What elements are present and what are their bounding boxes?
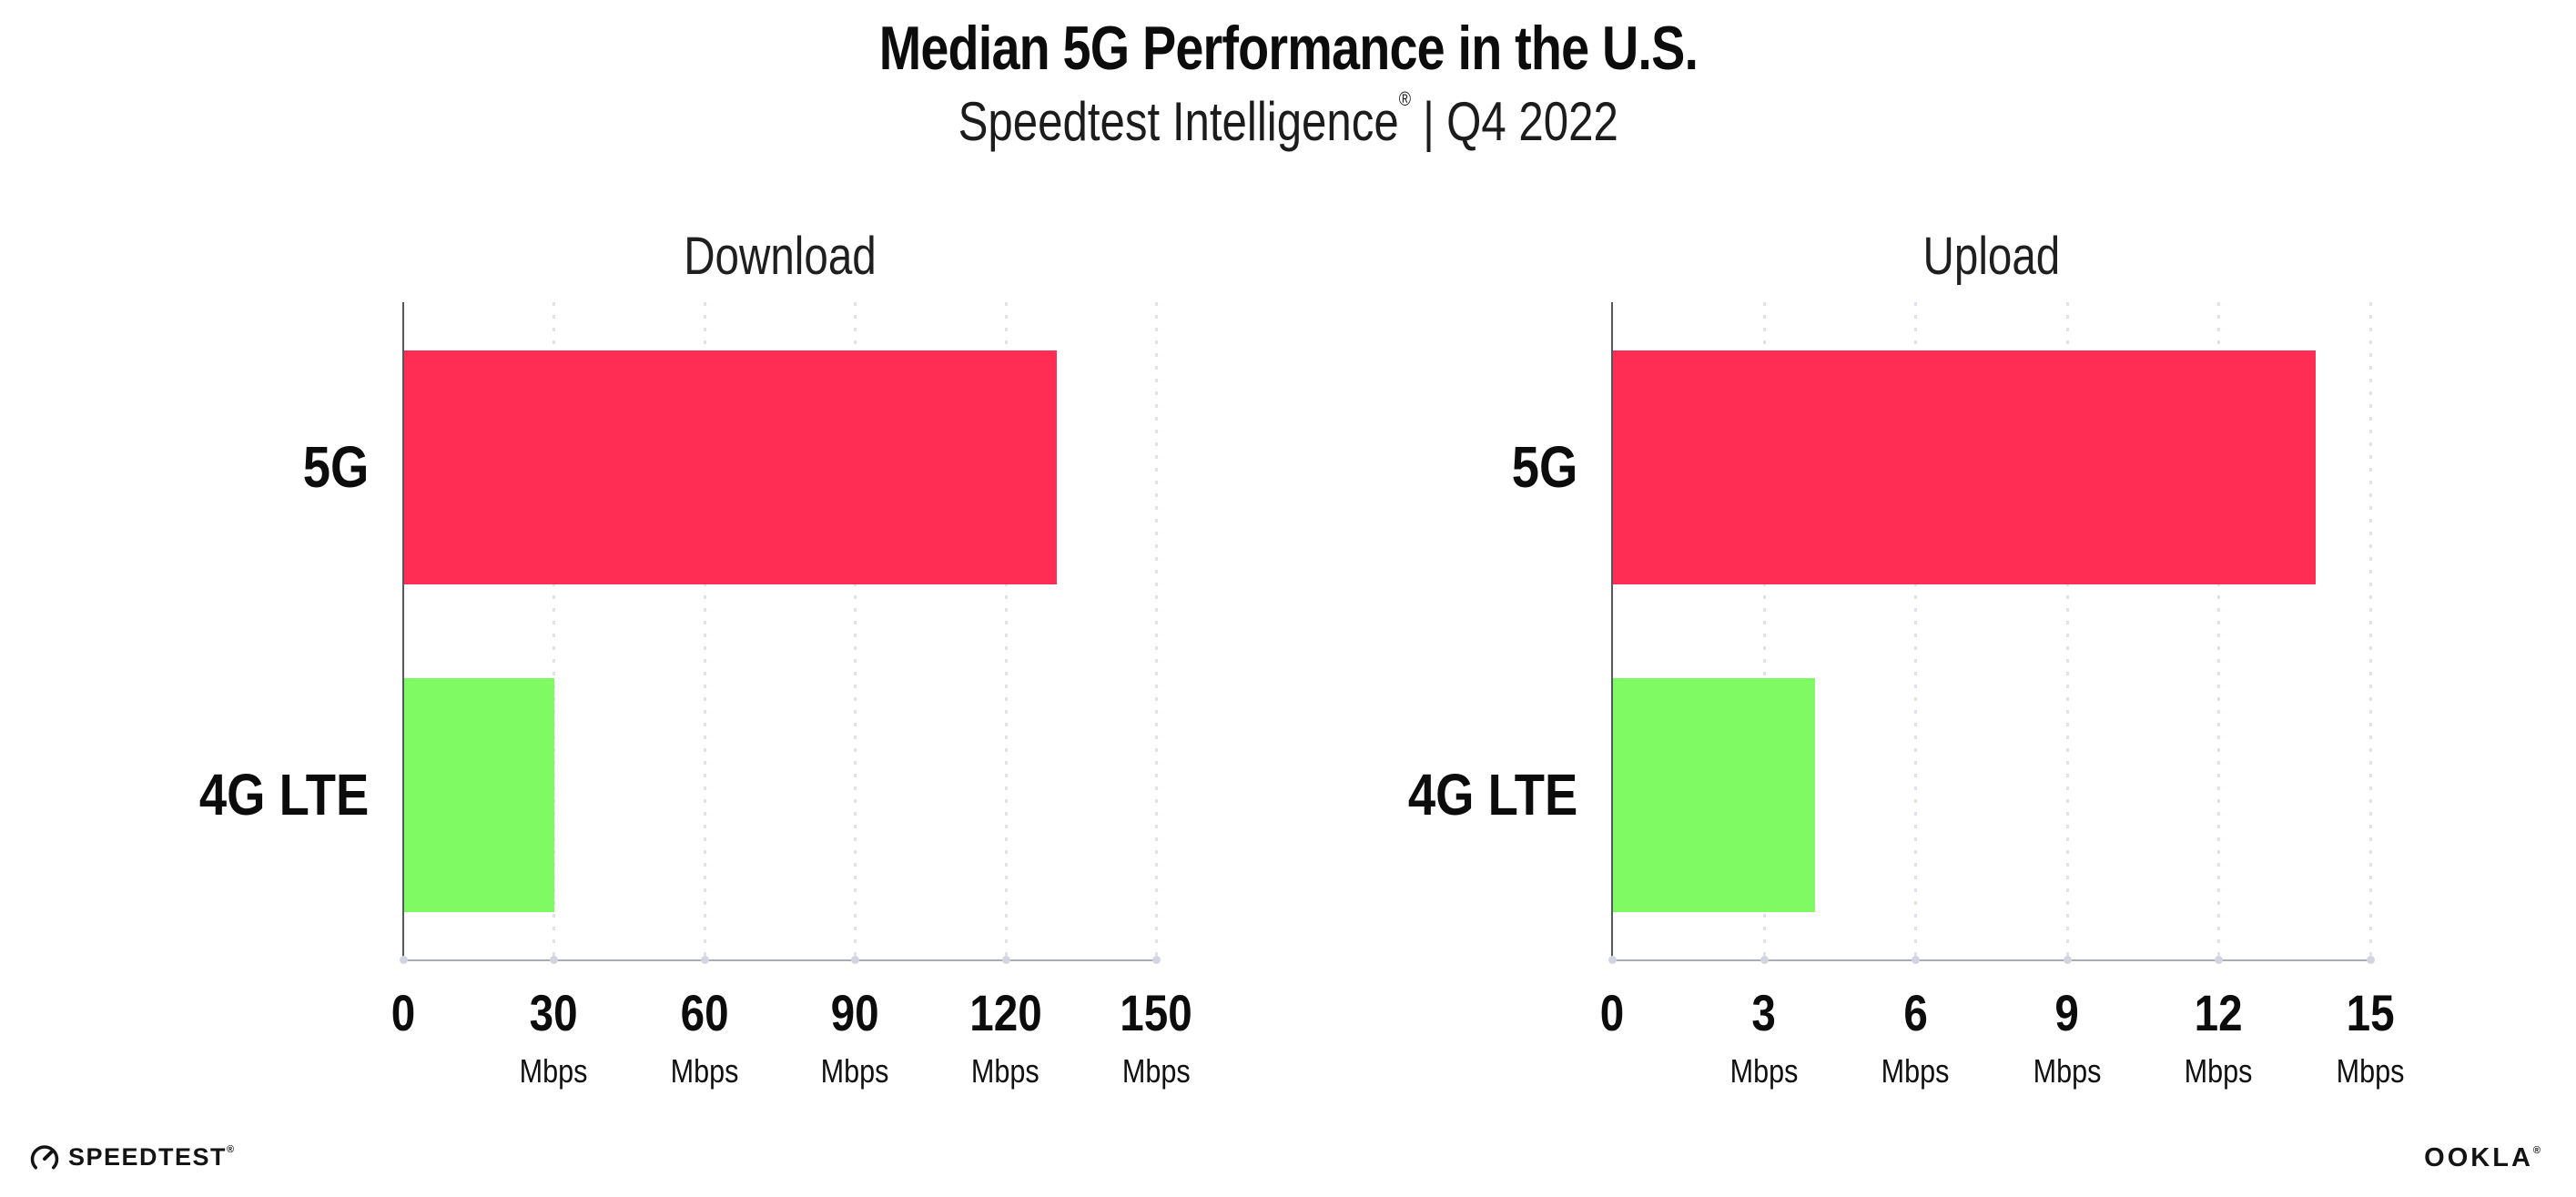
y-axis	[402, 302, 404, 959]
subtitle-brand: Speedtest Intelligence	[958, 91, 1399, 152]
x-tick-3: 3 Mbps	[1729, 984, 1799, 1090]
x-tick-30: 30 Mbps	[519, 984, 588, 1090]
ookla-logo: OOKLA®	[2424, 1143, 2543, 1173]
registered-mark-icon: ®	[1398, 87, 1411, 110]
category-label-5g: 5G	[1511, 434, 1577, 500]
x-tick-12: 12 Mbps	[2184, 984, 2253, 1090]
x-tick-0: 0	[1599, 984, 1625, 1041]
x-axis	[1612, 959, 2370, 961]
page-subtitle: Speedtest Intelligence® | Q4 2022	[0, 87, 2576, 153]
x-tick-60: 60 Mbps	[670, 984, 739, 1090]
speedtest-wordmark-text: SPEEDTEST	[68, 1142, 228, 1171]
speedtest-logo: SPEEDTEST®	[29, 1141, 236, 1172]
gauge-icon	[30, 1145, 59, 1170]
tick-dot	[1152, 956, 1161, 964]
plot-area-upload	[1608, 302, 2375, 964]
x-tick-0: 0	[390, 984, 416, 1041]
subtitle-divider: |	[1422, 91, 1435, 152]
page-title-text: Median 5G Performance in the U.S.	[878, 14, 1698, 83]
chart-title-download: Download	[683, 227, 877, 286]
plot-area-download	[400, 302, 1161, 964]
bar-5g	[404, 350, 1057, 584]
x-tick-150: 150 Mbps	[1120, 984, 1192, 1090]
chart-title-upload: Upload	[1922, 227, 2060, 286]
tick-dot	[1001, 956, 1010, 964]
download-chart: Download 0 30 Mbps 60 Mbps 90 Mbps 120 Mbps 150 Mbp…	[199, 226, 1192, 1136]
tick-dot	[550, 956, 559, 964]
x-tick-120: 120 Mbps	[969, 984, 1042, 1090]
subtitle-period: Q4 2022	[1445, 91, 1618, 152]
gridline	[703, 302, 706, 959]
x-tick-15: 15 Mbps	[2336, 984, 2405, 1090]
page-title: Median 5G Performance in the U.S.	[0, 13, 2576, 84]
bar-4g-lte	[1613, 678, 1816, 912]
x-axis	[403, 959, 1156, 961]
gridline	[553, 302, 556, 959]
bar-4g-lte	[404, 678, 555, 912]
tick-dot	[2063, 956, 2072, 964]
tick-dot	[2215, 956, 2224, 964]
tick-dot	[700, 956, 709, 964]
tick-dot	[1912, 956, 1921, 964]
gridline	[1004, 302, 1008, 959]
tick-dot	[1760, 956, 1769, 964]
gridline	[1762, 302, 1766, 959]
upload-chart: Upload 0 3 Mbps 6 Mbps 9 Mbps 12 Mbps 15 Mbps 5G 4G L…	[1408, 226, 2405, 1136]
x-tick-9: 9 Mbps	[2033, 984, 2102, 1090]
x-tick-6: 6 Mbps	[1881, 984, 1950, 1090]
tick-dot	[851, 956, 860, 964]
tick-dot	[2367, 956, 2375, 964]
y-axis	[1611, 302, 1613, 959]
gridline	[2369, 302, 2372, 959]
speedtest-wordmark: SPEEDTEST®	[68, 1143, 236, 1172]
tick-dot	[400, 956, 408, 964]
bar-5g	[1613, 350, 2316, 584]
page-subtitle-text: Speedtest Intelligence® | Q4 2022	[958, 87, 1618, 153]
gridline	[1155, 302, 1158, 959]
category-label-4g-lte: 4G LTE	[198, 762, 369, 827]
ookla-wordmark-text: OOKLA	[2424, 1143, 2533, 1172]
tick-dot	[1608, 956, 1617, 964]
gridline	[1914, 302, 1918, 959]
registered-mark-icon: ®	[227, 1143, 236, 1155]
gridline	[854, 302, 857, 959]
category-label-5g: 5G	[302, 434, 369, 500]
category-label-4g-lte: 4G LTE	[1407, 762, 1577, 827]
registered-mark-icon: ®	[2532, 1145, 2543, 1156]
gridline	[2065, 302, 2069, 959]
x-tick-90: 90 Mbps	[820, 984, 889, 1090]
gridline	[2217, 302, 2221, 959]
